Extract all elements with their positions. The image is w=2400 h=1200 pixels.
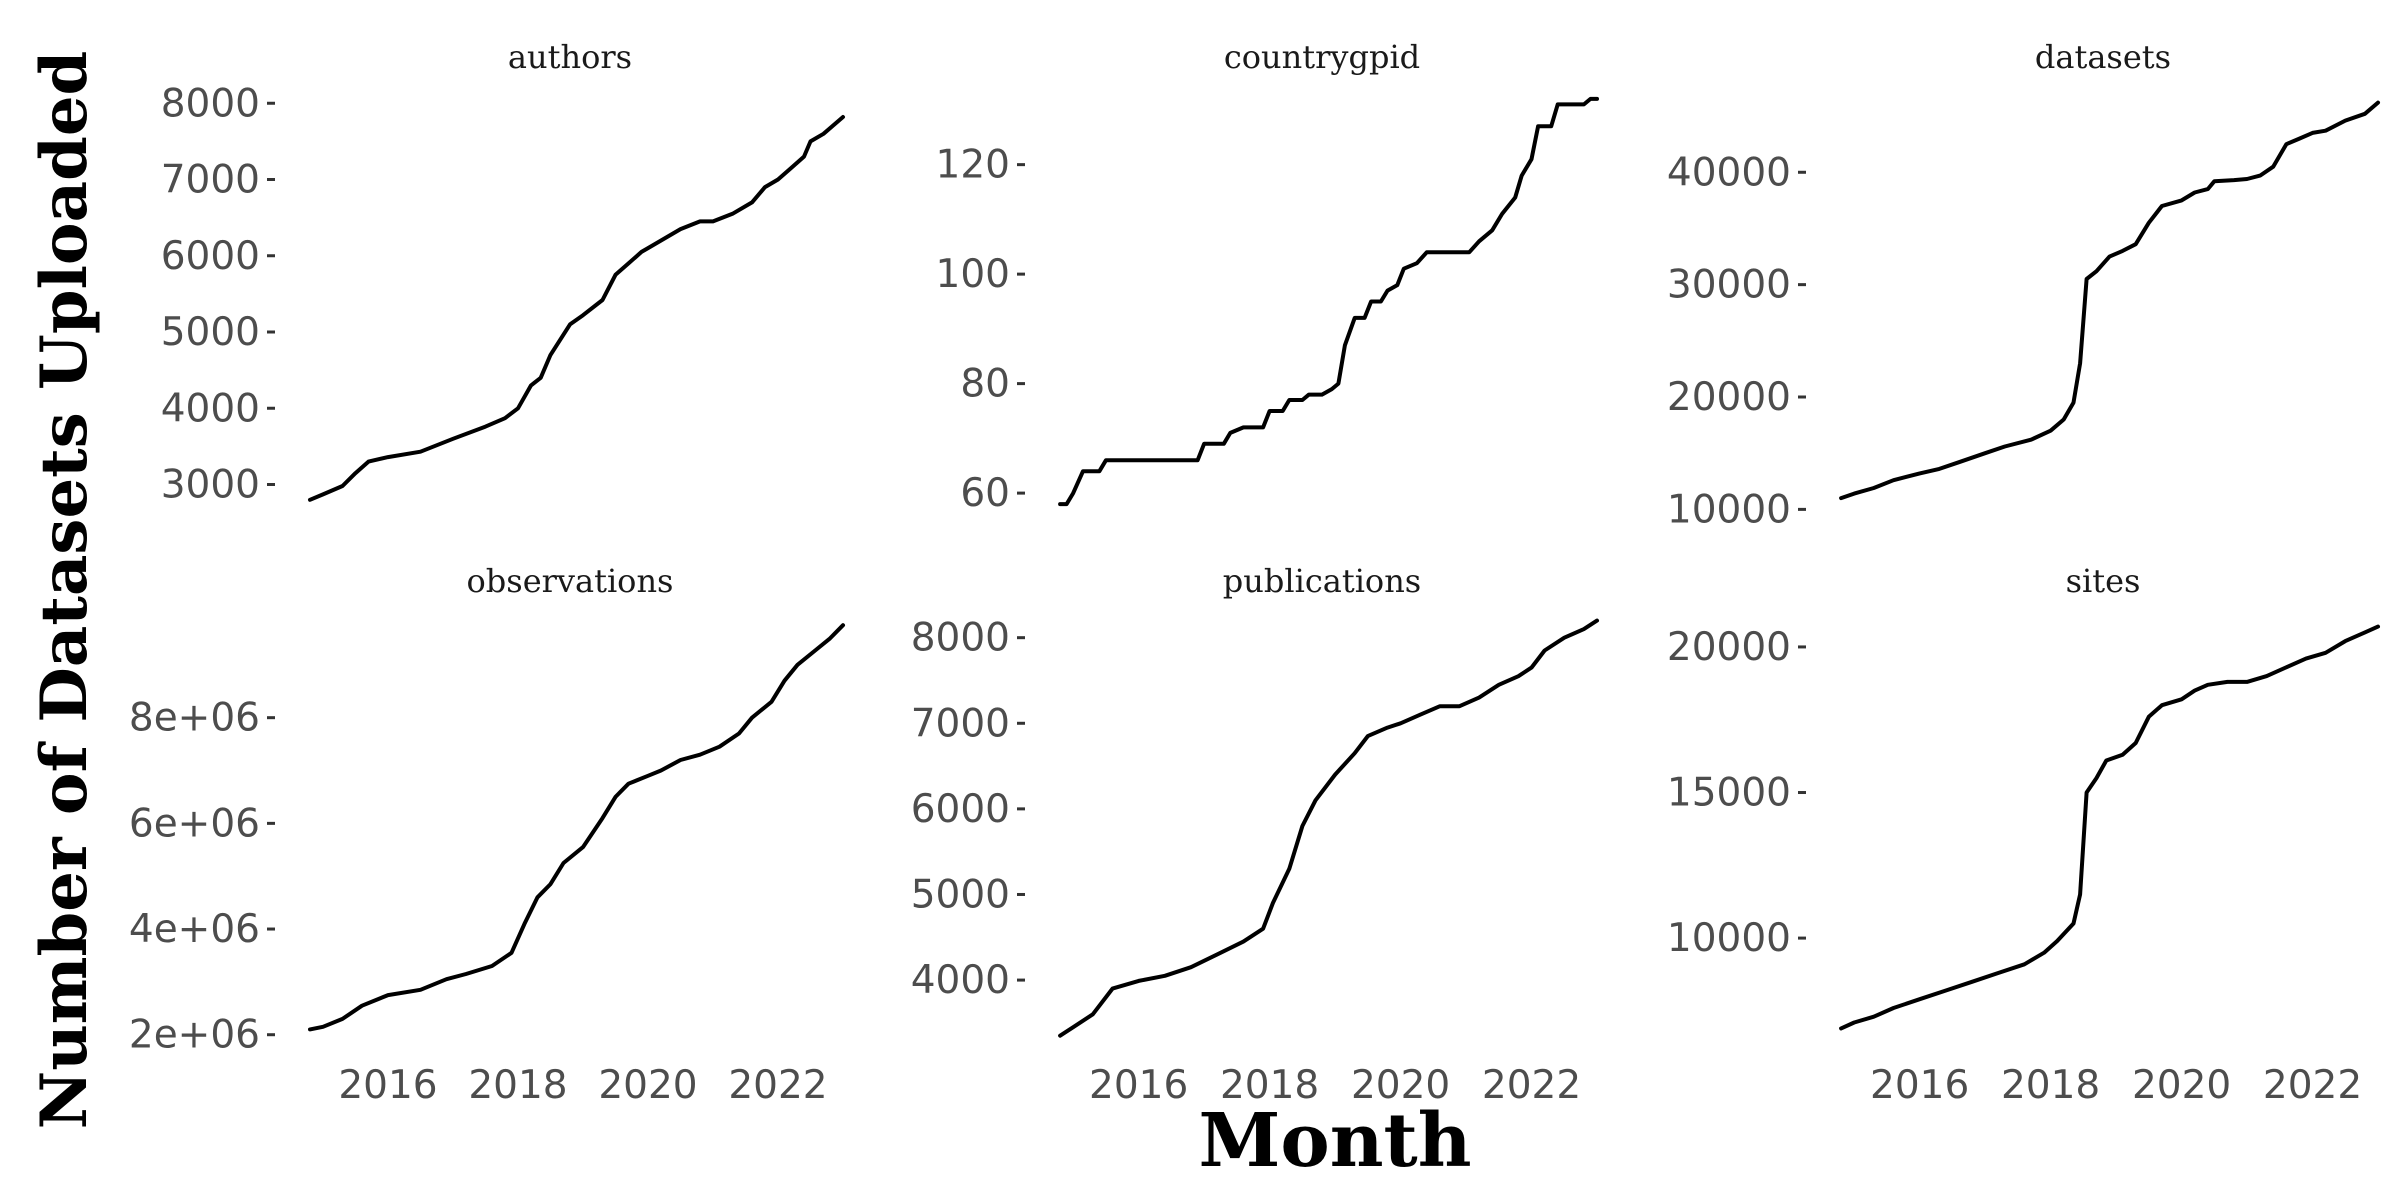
facet-title: sites: [2066, 562, 2141, 600]
facet-countrygpid: countrygpid 60 80 100 120: [936, 38, 1599, 516]
y-tick-label: 4000: [161, 386, 260, 431]
facet-observations: observations 2e+06 4e+06 6e+06 8e+06 2016 2018…: [129, 562, 845, 1108]
x-tick-label: 2020: [1351, 1063, 1450, 1108]
y-tick-label: 7000: [161, 158, 260, 203]
x-tick-label: 2022: [2263, 1063, 2362, 1108]
y-tick-label: 100: [936, 252, 1010, 297]
y-tick-label: 8000: [161, 81, 260, 126]
facet-sites: sites 10000 15000 20000 2016 2018 2020 2022: [1667, 562, 2380, 1108]
facet-title: countrygpid: [1224, 38, 1420, 76]
x-tick-label: 2016: [1089, 1063, 1188, 1108]
facet-authors: authors 3000 4000 5000 6000 7000 8000: [161, 38, 845, 508]
y-tick-label: 5000: [911, 872, 1010, 917]
series-line-authors: [308, 115, 845, 502]
x-tick-label: 2022: [728, 1063, 827, 1108]
x-tick-label: 2022: [1482, 1063, 1581, 1108]
y-tick-label: 120: [936, 143, 1010, 188]
series-line-sites: [1839, 624, 2380, 1031]
y-tick-label: 10000: [1667, 487, 1791, 532]
x-axis-title: Month: [1198, 1098, 1471, 1184]
facet-title: publications: [1223, 562, 1421, 600]
y-tick-label: 2e+06: [129, 1013, 260, 1058]
series-line-observations: [308, 623, 845, 1032]
facet-title: datasets: [2035, 38, 2171, 76]
x-tick-label: 2016: [338, 1063, 437, 1108]
series-line-countrygpid: [1058, 96, 1599, 507]
x-tick-label: 2018: [2001, 1063, 2100, 1108]
y-tick-label: 6000: [161, 234, 260, 279]
y-tick-label: 8e+06: [129, 696, 260, 741]
y-tick-label: 60: [960, 471, 1010, 516]
y-axis-title: Number of Datasets Uploaded: [27, 51, 102, 1130]
y-tick-label: 80: [960, 362, 1010, 407]
y-tick-label: 7000: [911, 701, 1010, 746]
series-line-publications: [1058, 618, 1599, 1038]
x-tick-label: 2016: [1870, 1063, 1969, 1108]
series-line-datasets: [1839, 100, 2380, 501]
x-tick-label: 2020: [2132, 1063, 2231, 1108]
y-tick-label: 6e+06: [129, 801, 260, 846]
facet-datasets: datasets 10000 20000 30000 40000: [1667, 38, 2380, 532]
x-tick-label: 2020: [598, 1063, 697, 1108]
y-tick-label: 4000: [911, 958, 1010, 1003]
facets-layer: authors 3000 4000 5000 6000 7000 8000 countrygp…: [129, 38, 2380, 1108]
y-tick-label: 4e+06: [129, 907, 260, 952]
y-tick-label: 20000: [1667, 625, 1791, 670]
y-tick-label: 8000: [911, 616, 1010, 661]
facet-publications: publications 4000 5000 6000 7000 8000 2016 2018…: [911, 562, 1599, 1108]
facet-title: authors: [508, 38, 632, 76]
y-tick-label: 20000: [1667, 375, 1791, 420]
y-tick-label: 3000: [161, 463, 260, 508]
y-tick-label: 10000: [1667, 916, 1791, 961]
y-tick-label: 6000: [911, 787, 1010, 832]
facet-title: observations: [467, 562, 674, 600]
y-tick-label: 30000: [1667, 263, 1791, 308]
x-tick-label: 2018: [468, 1063, 567, 1108]
y-tick-label: 40000: [1667, 150, 1791, 195]
y-tick-label: 5000: [161, 310, 260, 355]
x-tick-label: 2018: [1220, 1063, 1319, 1108]
y-tick-label: 15000: [1667, 771, 1791, 816]
